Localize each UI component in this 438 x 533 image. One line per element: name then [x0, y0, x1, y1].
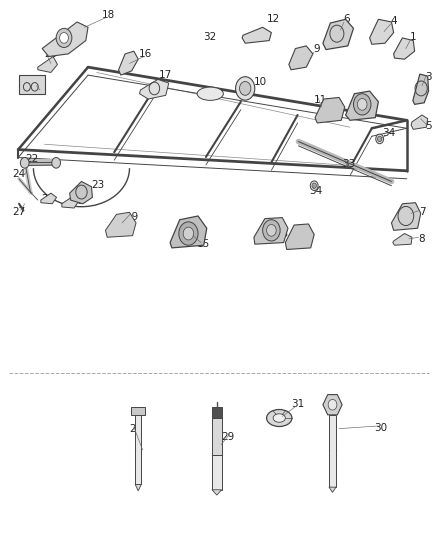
Polygon shape — [38, 56, 57, 72]
Polygon shape — [41, 193, 57, 204]
Text: 12: 12 — [266, 14, 280, 25]
Text: 26: 26 — [70, 196, 83, 206]
Polygon shape — [289, 46, 313, 70]
Polygon shape — [170, 216, 207, 248]
Polygon shape — [119, 51, 138, 75]
Text: 24: 24 — [12, 169, 26, 179]
Text: 17: 17 — [159, 70, 172, 80]
Text: 2: 2 — [356, 96, 363, 107]
Circle shape — [52, 158, 60, 168]
Text: 7: 7 — [419, 207, 425, 217]
Text: 1: 1 — [410, 32, 417, 42]
Circle shape — [20, 158, 29, 168]
Polygon shape — [392, 203, 421, 230]
Polygon shape — [315, 98, 345, 123]
Text: 10: 10 — [254, 77, 267, 87]
Text: 34: 34 — [382, 127, 395, 138]
Circle shape — [179, 222, 198, 245]
Bar — [19, 75, 45, 94]
Polygon shape — [70, 181, 92, 204]
Text: 15: 15 — [197, 239, 210, 249]
Circle shape — [376, 134, 384, 144]
Text: 9: 9 — [314, 44, 320, 53]
Circle shape — [353, 94, 371, 115]
Text: 11: 11 — [314, 94, 327, 104]
Text: 34: 34 — [309, 186, 322, 196]
Text: 20: 20 — [44, 49, 57, 59]
Polygon shape — [411, 115, 427, 130]
Polygon shape — [242, 27, 272, 43]
Circle shape — [183, 227, 194, 240]
Ellipse shape — [197, 87, 223, 100]
Text: 23: 23 — [91, 180, 104, 190]
Polygon shape — [42, 22, 88, 56]
Circle shape — [310, 181, 318, 190]
Bar — [131, 407, 145, 415]
Text: 3: 3 — [425, 72, 432, 82]
Polygon shape — [393, 233, 412, 245]
Text: 32: 32 — [204, 32, 217, 42]
Text: 28: 28 — [129, 424, 143, 434]
Polygon shape — [212, 490, 222, 495]
Bar — [212, 455, 222, 490]
Text: 5: 5 — [425, 121, 432, 131]
Polygon shape — [286, 224, 314, 249]
Circle shape — [328, 399, 337, 410]
Ellipse shape — [267, 409, 292, 426]
Text: 14: 14 — [297, 238, 311, 247]
Text: 30: 30 — [374, 423, 387, 433]
Circle shape — [56, 28, 72, 47]
Text: 16: 16 — [139, 49, 152, 59]
Text: 33: 33 — [343, 159, 356, 169]
Bar — [329, 415, 336, 487]
Polygon shape — [370, 19, 394, 44]
Text: 19: 19 — [126, 212, 139, 222]
Ellipse shape — [273, 414, 286, 422]
Text: 18: 18 — [102, 10, 115, 20]
Polygon shape — [106, 212, 136, 237]
Text: 31: 31 — [291, 399, 304, 409]
Circle shape — [267, 224, 276, 236]
Polygon shape — [413, 74, 428, 104]
Polygon shape — [140, 79, 169, 99]
Bar — [135, 415, 141, 484]
Text: 4: 4 — [390, 16, 397, 26]
Text: 27: 27 — [12, 207, 26, 217]
Circle shape — [357, 99, 367, 110]
Text: 13: 13 — [276, 229, 289, 239]
Text: 21: 21 — [28, 77, 41, 87]
Text: 25: 25 — [41, 194, 54, 204]
Circle shape — [60, 33, 68, 43]
Circle shape — [240, 82, 251, 95]
Text: 6: 6 — [344, 14, 350, 25]
Polygon shape — [135, 484, 141, 491]
Text: 29: 29 — [221, 432, 234, 442]
Bar — [212, 418, 222, 455]
Bar — [212, 407, 222, 418]
Polygon shape — [254, 217, 288, 244]
Polygon shape — [62, 196, 78, 208]
Circle shape — [236, 77, 255, 100]
Polygon shape — [346, 91, 378, 120]
Circle shape — [263, 220, 280, 241]
Text: 22: 22 — [25, 154, 39, 164]
Circle shape — [312, 183, 316, 188]
Text: 8: 8 — [419, 234, 425, 244]
Polygon shape — [329, 487, 336, 492]
Polygon shape — [394, 38, 415, 59]
Polygon shape — [323, 19, 353, 50]
Circle shape — [378, 136, 382, 142]
